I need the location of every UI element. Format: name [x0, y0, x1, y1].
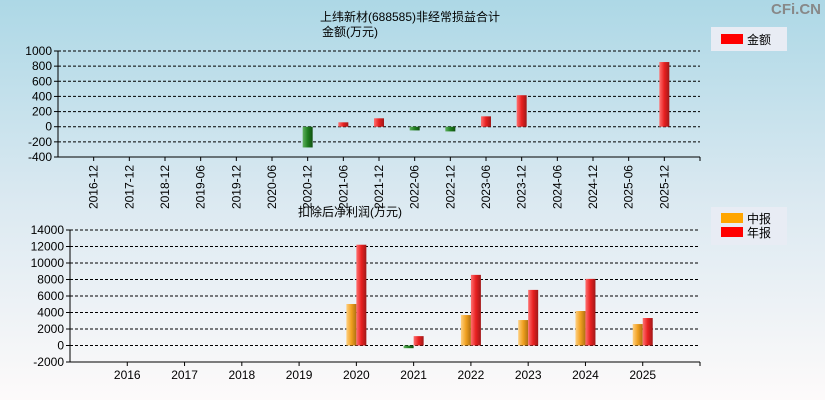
x-tick-label: 2017 [171, 368, 198, 382]
x-tick-label: 2020-06 [265, 165, 279, 209]
x-tick-label: 2023-12 [515, 165, 529, 209]
x-tick-label: 2022-06 [408, 165, 422, 209]
x-tick-label: 2022-12 [443, 165, 457, 209]
x-tick-label: 2018-12 [158, 165, 172, 209]
bar-金额 [516, 95, 527, 127]
y-tick-label: 2000 [37, 322, 64, 336]
bar-年报 [642, 318, 653, 346]
y-tick-label: 14000 [31, 223, 65, 237]
y-tick-label: 200 [32, 105, 52, 119]
y-tick-label: 600 [32, 74, 52, 88]
x-tick-label: 2021-12 [372, 165, 386, 209]
y-tick-label: 6000 [37, 289, 64, 303]
x-tick-label: 2024-06 [550, 165, 564, 209]
bar-金额 [445, 126, 456, 132]
x-tick-label: 2019 [286, 368, 313, 382]
x-tick-label: 2023-06 [479, 165, 493, 209]
y-axis-label: 金额(万元) [322, 24, 378, 39]
bar-年报 [356, 244, 367, 346]
legend-label: 中报 [747, 211, 771, 226]
y-tick-label: -400 [28, 150, 52, 164]
bar-中报 [346, 304, 357, 346]
y-tick-label: 1000 [25, 44, 52, 58]
bar-中报 [518, 320, 529, 346]
chart-title: 上纬新材(688585)非经常损益合计 [320, 9, 500, 24]
x-tick-label: 2024-12 [586, 165, 600, 209]
bar-金额 [302, 126, 313, 148]
bar-年报 [413, 336, 424, 346]
x-tick-label: 2016 [114, 368, 141, 382]
bar-金额 [338, 122, 349, 127]
legend-swatch [721, 227, 743, 237]
x-tick-label: 2025 [629, 368, 656, 382]
x-tick-label: 2022 [458, 368, 485, 382]
bar-年报 [470, 274, 481, 346]
bar-年报 [585, 278, 596, 346]
bar-金额 [481, 116, 491, 127]
x-tick-label: 2019-12 [229, 165, 243, 209]
x-tick-label: 2020-12 [301, 165, 315, 209]
x-tick-label: 2025-06 [622, 165, 636, 209]
bar-金额 [659, 62, 670, 127]
chart-title: 扣除后净利润(万元) [298, 204, 402, 219]
legend-swatch [721, 34, 743, 44]
y-tick-label: 8000 [37, 273, 64, 287]
x-tick-label: 2024 [572, 368, 599, 382]
y-tick-label: -200 [28, 135, 52, 149]
bar-金额 [374, 118, 384, 127]
bar-中报 [460, 315, 471, 346]
x-tick-label: 2016-12 [87, 165, 101, 209]
bar-中报 [632, 324, 643, 346]
x-tick-label: 2025-12 [657, 165, 671, 209]
bar-中报 [403, 345, 414, 349]
legend-label: 金额 [747, 32, 771, 47]
legend-swatch [721, 213, 743, 223]
x-tick-label: 2023 [515, 368, 542, 382]
y-tick-label: 4000 [37, 306, 64, 320]
y-tick-label: 0 [45, 120, 52, 134]
legend-label: 年报 [747, 225, 771, 240]
watermark: CFi.CN [771, 1, 821, 18]
y-tick-label: 800 [32, 59, 52, 73]
x-tick-label: 2020 [343, 368, 370, 382]
y-tick-label: 400 [32, 89, 52, 103]
x-tick-label: 2017-12 [122, 165, 136, 209]
x-tick-label: 2019-06 [194, 165, 208, 209]
y-tick-label: 10000 [31, 256, 65, 270]
x-tick-label: 2021-06 [336, 165, 350, 209]
bar-中报 [575, 311, 586, 346]
x-tick-label: 2018 [228, 368, 255, 382]
bar-金额 [409, 126, 420, 131]
y-tick-label: 0 [57, 339, 64, 353]
y-tick-label: -2000 [33, 355, 64, 369]
y-tick-label: 12000 [31, 240, 65, 254]
x-tick-label: 2021 [400, 368, 427, 382]
bar-年报 [528, 289, 539, 346]
